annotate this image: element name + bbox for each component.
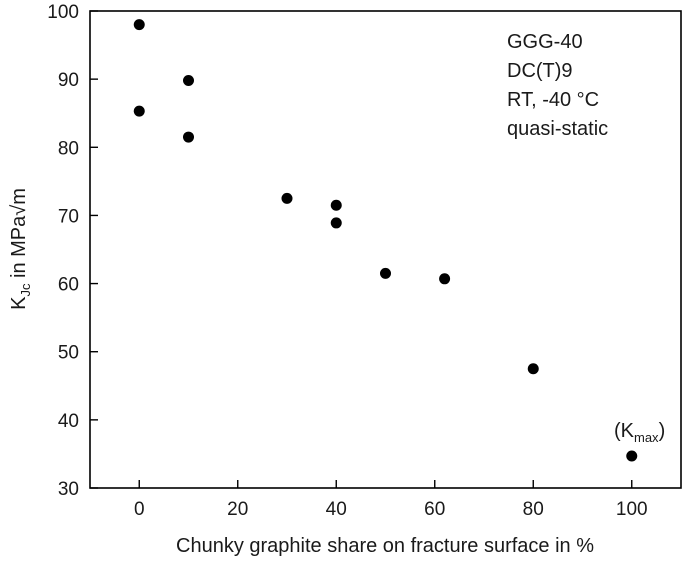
x-tick-label: 60 [424,499,445,520]
data-point [183,131,194,143]
y-axis-title-sub: Jc [18,283,33,297]
x-axis-title: Chunky graphite share on fracture surfac… [176,535,594,557]
y-axis-title-main: K [8,296,30,310]
info-line-2: DC(T)9 [507,60,573,82]
data-point [330,217,342,229]
data-points [133,19,638,462]
y-tick-label: 40 [58,411,79,432]
y-axis-title-rest: in MPa√m [8,188,30,283]
info-annotation: GGG-40 DC(T)9 RT, -40 °C quasi-static [507,31,608,140]
x-axis-ticks: 0 20 40 60 80 100 [134,480,648,520]
data-point [527,363,539,375]
data-point [183,75,194,87]
y-tick-label: 60 [58,275,79,296]
y-axis-ticks: 30 40 50 60 70 80 90 100 [47,2,98,500]
x-tick-label: 20 [227,499,248,520]
data-point [626,450,638,462]
x-tick-label: 40 [326,499,347,520]
kmax-sub: max [634,430,659,445]
kmax-open: (K [614,420,635,442]
data-point [439,273,451,285]
y-tick-label: 30 [58,479,79,500]
x-tick-label: 0 [134,499,145,520]
data-point [133,105,145,117]
data-point [281,192,293,204]
data-point [330,199,342,211]
data-point [133,19,145,31]
y-axis-title: KJc in MPa√m [8,188,33,310]
data-point [380,267,391,279]
plot-area: 0 20 40 60 80 100 30 40 50 60 70 80 90 100 [47,2,682,520]
info-line-4: quasi-static [507,118,608,140]
info-line-1: GGG-40 [507,31,583,53]
x-tick-label: 80 [523,499,544,520]
plot-frame [89,10,682,489]
y-tick-label: 50 [58,343,79,364]
kmax-close: ) [659,420,666,442]
y-tick-label: 80 [58,138,79,159]
y-tick-label: 70 [58,206,79,227]
y-tick-label: 90 [58,70,79,91]
y-tick-label: 100 [47,2,79,23]
info-line-3: RT, -40 °C [507,89,599,111]
x-tick-label: 100 [616,499,648,520]
kmax-annotation: (Kmax) [614,420,665,445]
